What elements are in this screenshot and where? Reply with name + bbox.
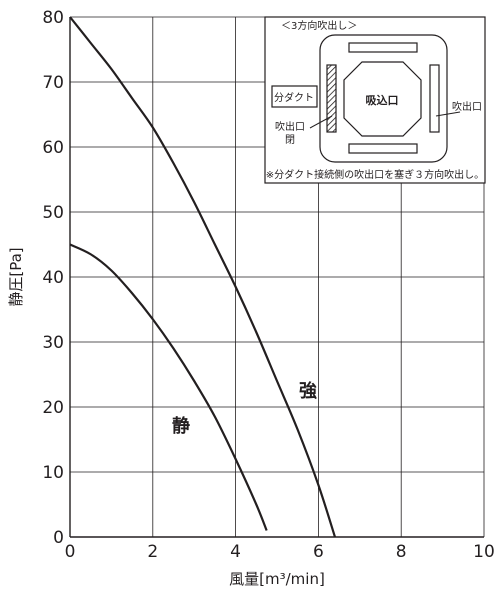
outlet-top	[348, 42, 418, 53]
y-tick-label-2: 20	[42, 398, 64, 418]
intake-grille	[343, 61, 422, 137]
y-tick-label-8: 80	[42, 8, 64, 28]
inset-note: ※分ダクト接続側の吹出口を塞ぎ３方向吹出し。	[266, 168, 484, 181]
outlet-bottom	[348, 143, 418, 154]
duct-box	[271, 85, 318, 108]
series-line-1	[69, 243, 268, 531]
series-line-0	[69, 16, 337, 538]
closed-outlet-label-1: 吹出口	[275, 120, 305, 133]
outlet-right	[429, 64, 440, 133]
inset-diagram: ＜3方向吹出し＞ 吸込口 分ダクト 吹出口 閉 吹出口 ※分ダクト接続側の吹出口…	[264, 16, 486, 184]
x-tick-label-2: 4	[230, 542, 241, 562]
y-tick-label-6: 60	[42, 138, 64, 158]
x-tick-label-0: 0	[65, 542, 76, 562]
x-axis-label: 風量[m³/min]	[229, 570, 325, 588]
axes	[69, 17, 484, 538]
curve-label-strong: 強	[299, 380, 317, 402]
unit-outline	[319, 34, 448, 163]
duct-label: 分ダクト	[274, 91, 314, 104]
y-tick-label-3: 30	[42, 333, 64, 353]
outlet-label: 吹出口	[452, 100, 482, 113]
closed-outlet-label-2: 閉	[285, 134, 295, 146]
tick-labels: 0 2 4 6 8 10 0 10 20 30 40 50 60 70 80	[42, 8, 494, 562]
x-tick-label-1: 2	[147, 542, 158, 562]
y-tick-label-5: 50	[42, 203, 64, 223]
series-group	[69, 16, 337, 538]
outlet-leader	[435, 111, 461, 117]
y-tick-label-0: 0	[53, 528, 64, 548]
curve-label-quiet: 静	[172, 415, 190, 437]
outlet-left-closed	[326, 64, 337, 133]
x-tick-label-4: 8	[396, 542, 407, 562]
x-tick-label-5: 10	[473, 542, 495, 562]
inset-title: ＜3方向吹出し＞	[281, 19, 357, 32]
y-axis-label: 静圧[Pa]	[7, 247, 25, 306]
y-tick-label-7: 70	[42, 73, 64, 93]
closed-outlet-leader	[309, 115, 333, 129]
y-tick-label-4: 40	[42, 268, 64, 288]
intake-label: 吸込口	[366, 93, 399, 107]
x-tick-label-3: 6	[313, 542, 324, 562]
y-tick-label-1: 10	[42, 463, 64, 483]
